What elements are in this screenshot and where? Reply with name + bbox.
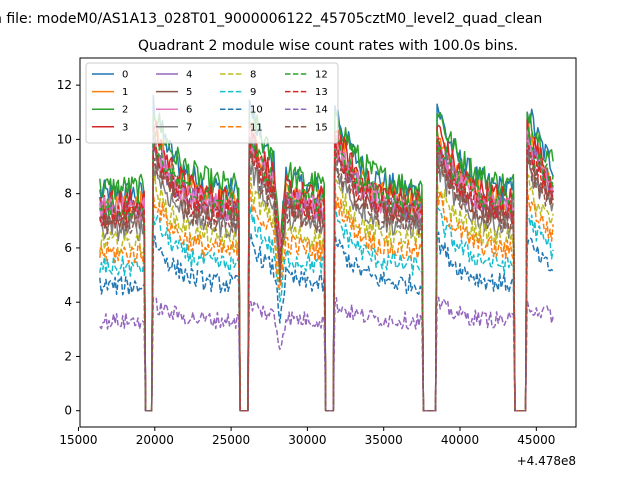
series-line-15 [99, 147, 554, 412]
x-tick-label: 20000 [136, 433, 174, 447]
legend-label-12: 12 [315, 70, 328, 81]
plot-area [99, 94, 554, 412]
y-tick-label: 12 [57, 78, 72, 92]
legend-label-6: 6 [186, 105, 192, 116]
x-tick-label: 45000 [517, 433, 555, 447]
series-line-12 [99, 127, 554, 412]
legend-label-14: 14 [315, 105, 328, 116]
legend-label-7: 7 [186, 122, 192, 133]
legend-label-9: 9 [250, 87, 256, 98]
x-axis: 15000 20000 25000 30000 35000 40000 45000 [59, 427, 555, 447]
legend-label-3: 3 [122, 122, 128, 133]
x-tick-label: 25000 [212, 433, 250, 447]
series-line-10 [99, 230, 554, 412]
legend-label-10: 10 [250, 105, 263, 116]
x-tick-label: 15000 [59, 433, 97, 447]
x-offset-text: +4.478e8 [517, 454, 576, 468]
y-tick-label: 10 [57, 132, 72, 146]
series-line-14 [99, 296, 554, 412]
series-line-7 [99, 155, 554, 412]
y-tick-label: 2 [64, 349, 72, 363]
y-tick-label: 4 [64, 295, 72, 309]
x-tick-label: 35000 [365, 433, 403, 447]
y-tick-label: 6 [64, 241, 72, 255]
y-tick-label: 0 [64, 404, 72, 418]
legend-label-13: 13 [315, 87, 328, 98]
legend-box [85, 62, 339, 144]
y-tick-label: 8 [64, 187, 72, 201]
x-tick-label: 40000 [441, 433, 479, 447]
legend-label-5: 5 [186, 87, 192, 98]
legend-label-4: 4 [186, 70, 192, 81]
legend-label-11: 11 [250, 122, 263, 133]
legend-label-0: 0 [122, 70, 128, 81]
x-tick-label: 30000 [288, 433, 326, 447]
legend-label-8: 8 [250, 70, 256, 81]
legend-label-2: 2 [122, 105, 128, 116]
y-axis: 0 2 4 6 8 10 12 [57, 78, 80, 418]
legend-label-1: 1 [122, 87, 128, 98]
chart-title: Quadrant 2 module wise count rates with … [138, 38, 518, 54]
chart-suptitle: n file: modeM0/AS1A13_028T01_9000006122_… [0, 11, 542, 27]
plot-frame [79, 57, 577, 428]
legend-label-15: 15 [315, 122, 328, 133]
